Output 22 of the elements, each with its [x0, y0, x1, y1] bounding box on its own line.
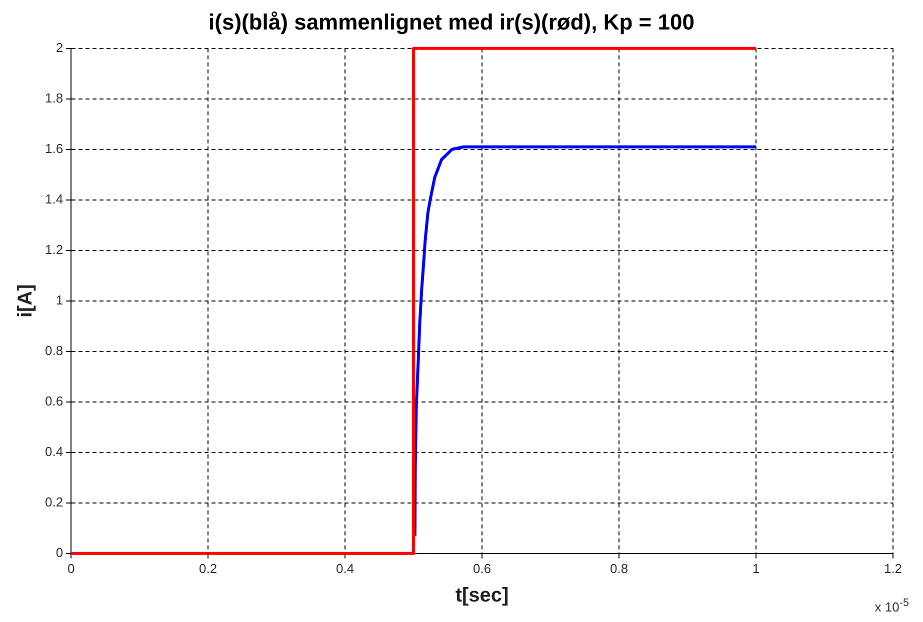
y-tick-label: 0	[56, 544, 64, 560]
x-axis-title: t[sec]	[455, 584, 509, 607]
x-tick-label: 1	[752, 560, 760, 576]
y-tick-label: 1.2	[44, 242, 64, 257]
y-tick-label: 1.6	[44, 140, 64, 156]
y-tick-label: 1	[56, 292, 64, 308]
x-tick-label: 0.2	[199, 560, 218, 576]
x-tick-label: 0	[67, 560, 75, 576]
y-tick-label: 0.2	[44, 494, 64, 510]
y-tick-label: 0.8	[44, 342, 64, 358]
y-tick-label: 0.4	[44, 444, 64, 459]
y-tick-label: 1.8	[44, 90, 64, 106]
text: x 10$^{-5}$	[874, 596, 909, 614]
x-tick-label: 0.8	[610, 560, 628, 576]
x-tick-label: 1.2	[884, 560, 902, 576]
x-tick-label: 0.6	[472, 560, 492, 576]
y-tick-label: 2	[56, 40, 64, 55]
y-axis-title: i[A]	[14, 284, 37, 318]
chart-title: i(s)(blå) sammenlignet med ir(s)(rød), Kp = 100	[208, 9, 694, 34]
x-tick-label: 0.4	[336, 560, 354, 576]
y-tick-label: 1.4	[44, 191, 64, 206]
y-tick-label: 0.6	[44, 393, 64, 408]
